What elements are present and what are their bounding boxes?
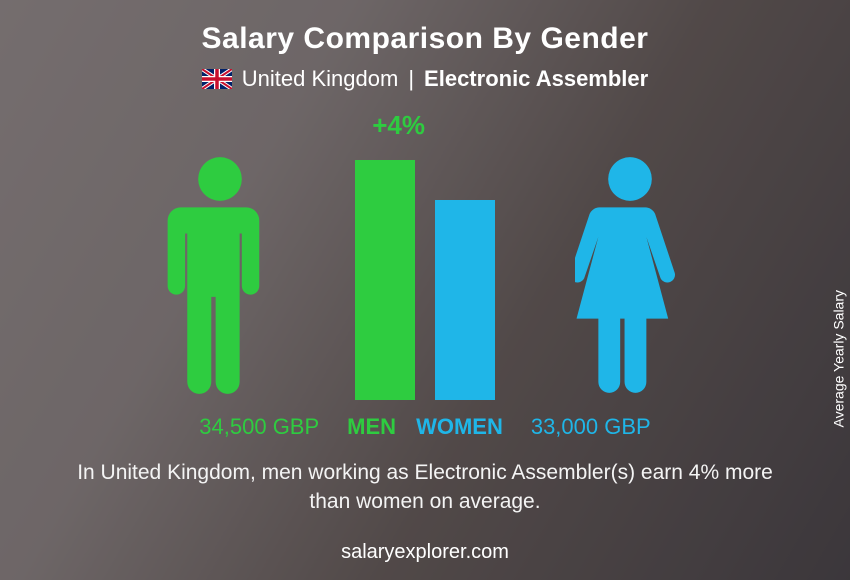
- women-label: WOMEN: [416, 414, 503, 440]
- uk-flag-icon: [202, 69, 232, 89]
- bar-men: [355, 160, 415, 400]
- bar-women: [435, 200, 495, 400]
- bars-group: [355, 160, 495, 400]
- country-text: United Kingdom: [242, 66, 399, 92]
- job-title: Electronic Assembler: [424, 66, 648, 92]
- footer-source: salaryexplorer.com: [341, 541, 509, 564]
- chart-area: +4%: [75, 110, 775, 440]
- separator: |: [408, 66, 414, 92]
- subtitle-row: United Kingdom | Electronic Assembler: [202, 66, 648, 92]
- delta-label: +4%: [372, 110, 425, 141]
- female-figure-icon: [575, 155, 685, 400]
- y-axis-label: Average Yearly Salary: [830, 290, 846, 428]
- women-salary-value: 33,000 GBP: [531, 414, 651, 440]
- page-title: Salary Comparison By Gender: [202, 22, 649, 56]
- men-label: MEN: [347, 414, 396, 440]
- male-figure-icon: [165, 155, 275, 400]
- infographic-content: Salary Comparison By Gender United Kingd…: [0, 0, 850, 580]
- description-text: In United Kingdom, men working as Electr…: [65, 458, 785, 517]
- labels-row: 34,500 GBP MEN WOMEN 33,000 GBP: [75, 414, 775, 440]
- men-salary-value: 34,500 GBP: [199, 414, 319, 440]
